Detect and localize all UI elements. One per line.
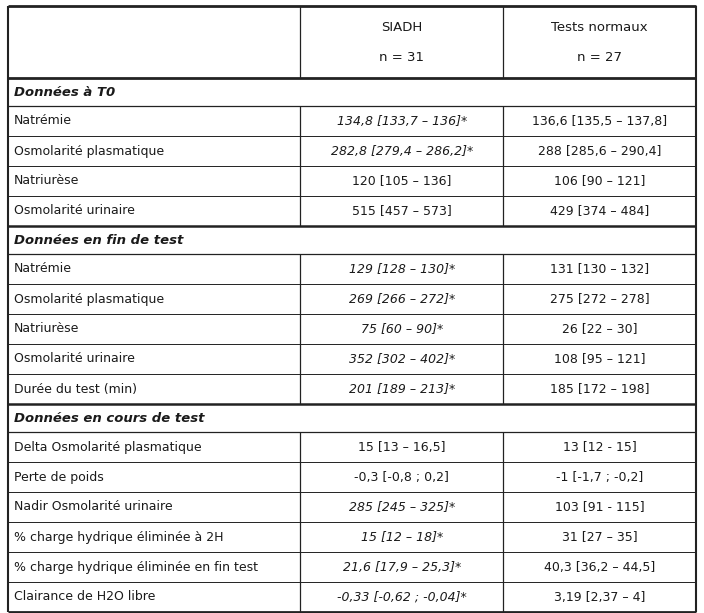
Text: 131 [130 – 132]: 131 [130 – 132]	[550, 262, 649, 275]
Text: Données en cours de test: Données en cours de test	[14, 411, 204, 424]
Text: Natriurèse: Natriurèse	[14, 322, 80, 335]
Bar	[8, 106, 696, 136]
Text: 134,8 [133,7 – 136]*: 134,8 [133,7 – 136]*	[337, 115, 467, 128]
Bar	[8, 136, 696, 166]
Text: 26 [22 – 30]: 26 [22 – 30]	[562, 322, 637, 335]
Text: 515 [457 – 573]: 515 [457 – 573]	[352, 205, 452, 218]
Text: 75 [60 – 90]*: 75 [60 – 90]*	[360, 322, 443, 335]
Text: Natriurèse: Natriurèse	[14, 175, 80, 188]
Bar	[8, 374, 696, 404]
Text: 201 [189 – 213]*: 201 [189 – 213]*	[348, 383, 455, 395]
Text: 282,8 [279,4 – 286,2]*: 282,8 [279,4 – 286,2]*	[331, 145, 473, 158]
Text: SIADH: SIADH	[382, 21, 422, 34]
Bar	[8, 582, 696, 612]
Bar	[8, 432, 696, 462]
Text: 269 [266 – 272]*: 269 [266 – 272]*	[348, 292, 455, 305]
Text: 21,6 [17,9 – 25,3]*: 21,6 [17,9 – 25,3]*	[343, 560, 461, 574]
Text: Osmolarité plasmatique: Osmolarité plasmatique	[14, 292, 164, 305]
Text: Natrémie: Natrémie	[14, 262, 72, 275]
Text: Tests normaux: Tests normaux	[551, 21, 648, 34]
Text: 185 [172 – 198]: 185 [172 – 198]	[550, 383, 649, 395]
Bar	[8, 404, 696, 432]
Text: 106 [90 – 121]: 106 [90 – 121]	[554, 175, 646, 188]
Bar	[8, 196, 696, 226]
Text: 103 [91 - 115]: 103 [91 - 115]	[555, 500, 644, 514]
Text: 15 [13 – 16,5]: 15 [13 – 16,5]	[358, 441, 446, 454]
Bar	[8, 284, 696, 314]
Text: 285 [245 – 325]*: 285 [245 – 325]*	[348, 500, 455, 514]
Text: Delta Osmolarité plasmatique: Delta Osmolarité plasmatique	[14, 441, 201, 454]
Bar	[8, 492, 696, 522]
Text: -0,3 [-0,8 ; 0,2]: -0,3 [-0,8 ; 0,2]	[354, 471, 449, 484]
Text: 288 [285,6 – 290,4]: 288 [285,6 – 290,4]	[538, 145, 661, 158]
Bar	[8, 226, 696, 254]
Bar	[8, 462, 696, 492]
Bar	[8, 78, 696, 106]
Text: Osmolarité urinaire: Osmolarité urinaire	[14, 205, 135, 218]
Text: Clairance de H2O libre: Clairance de H2O libre	[14, 590, 156, 604]
Text: n = 31: n = 31	[379, 51, 425, 64]
Text: 13 [12 - 15]: 13 [12 - 15]	[562, 441, 636, 454]
Text: Données à T0: Données à T0	[14, 85, 115, 99]
Bar	[8, 166, 696, 196]
Text: Nadir Osmolarité urinaire: Nadir Osmolarité urinaire	[14, 500, 172, 514]
Text: 40,3 [36,2 – 44,5]: 40,3 [36,2 – 44,5]	[544, 560, 655, 574]
Bar	[8, 254, 696, 284]
Bar	[8, 522, 696, 552]
Text: n = 27: n = 27	[577, 51, 622, 64]
Text: Osmolarité urinaire: Osmolarité urinaire	[14, 352, 135, 365]
Text: 15 [12 – 18]*: 15 [12 – 18]*	[360, 530, 443, 544]
Text: 108 [95 – 121]: 108 [95 – 121]	[554, 352, 646, 365]
Text: 352 [302 – 402]*: 352 [302 – 402]*	[348, 352, 455, 365]
Text: 429 [374 – 484]: 429 [374 – 484]	[550, 205, 649, 218]
Text: Osmolarité plasmatique: Osmolarité plasmatique	[14, 145, 164, 158]
Text: Données en fin de test: Données en fin de test	[14, 234, 183, 246]
Text: % charge hydrique éliminée en fin test: % charge hydrique éliminée en fin test	[14, 560, 258, 574]
Text: -0,33 [-0,62 ; -0,04]*: -0,33 [-0,62 ; -0,04]*	[337, 590, 467, 604]
Text: Durée du test (min): Durée du test (min)	[14, 383, 137, 395]
Bar	[8, 552, 696, 582]
Bar	[8, 344, 696, 374]
Text: -1 [-1,7 ; -0,2]: -1 [-1,7 ; -0,2]	[556, 471, 643, 484]
Text: Perte de poids: Perte de poids	[14, 471, 103, 484]
Text: 120 [105 – 136]: 120 [105 – 136]	[352, 175, 451, 188]
Text: 129 [128 – 130]*: 129 [128 – 130]*	[348, 262, 455, 275]
Text: 3,19 [2,37 – 4]: 3,19 [2,37 – 4]	[554, 590, 646, 604]
Text: Natrémie: Natrémie	[14, 115, 72, 128]
Bar	[8, 314, 696, 344]
Text: 275 [272 – 278]: 275 [272 – 278]	[550, 292, 650, 305]
Text: 31 [27 – 35]: 31 [27 – 35]	[562, 530, 638, 544]
Text: 136,6 [135,5 – 137,8]: 136,6 [135,5 – 137,8]	[532, 115, 667, 128]
Text: % charge hydrique éliminée à 2H: % charge hydrique éliminée à 2H	[14, 530, 223, 544]
